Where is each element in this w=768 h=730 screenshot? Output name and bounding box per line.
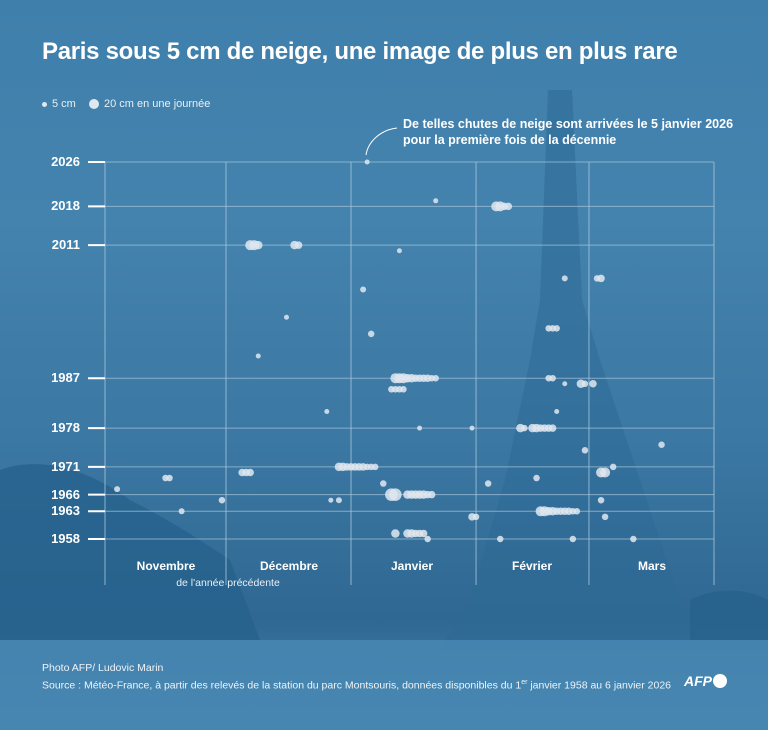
snow-day-point [328,497,334,503]
snow-day-point [609,463,617,471]
snow-day-point [533,474,540,482]
month-label-novembre: Novembre [136,559,196,573]
x-axis-sublabel: de l'année précédente [176,577,280,589]
snow-day-point [166,474,173,482]
month-label-janvier: Janvier [390,559,434,573]
y-tick-label: 1966 [51,486,80,502]
small-dot-icon [42,101,47,107]
y-tick-label: 2026 [51,154,80,169]
snow-day-point [400,386,407,393]
snow-ground [0,640,768,730]
snow-day-point [597,496,605,504]
snow-day-point [324,408,330,414]
annotation-line-1: De telles chutes de neige sont arrivées … [403,117,734,131]
snow-day-point [581,380,589,388]
snow-day-point [424,535,431,543]
afp-logo: AFP [684,673,727,689]
snow-day-point [496,535,504,543]
snow-day-point [600,467,611,478]
legend-small-label: 5 cm [52,98,76,110]
annotation: De telles chutes de neige sont arrivées … [403,116,733,148]
y-tick-label: 1987 [51,370,80,386]
snow-day-point [391,529,400,538]
source-text-end: janvier 1958 au 6 janvier 2026 [527,679,672,692]
legend-large: 20 cm en une journée [89,98,210,110]
snow-day-point [469,425,475,431]
snow-day-point [554,408,560,414]
snow-day-point [597,274,605,283]
snow-day-point [380,480,387,487]
snow-day-point [630,535,637,543]
month-label-mars: Mars [637,559,667,573]
snow-day-point [504,202,513,211]
chart-title: Paris sous 5 cm de neige, une image de p… [42,38,678,65]
trees-right [690,590,768,650]
source-text: Source : Météo-France, à partir des rele… [42,679,522,692]
snow-day-point [335,497,342,504]
annotation-line-2: pour la première fois de la décennie [403,133,617,147]
legend-small: 5 cm [42,98,76,110]
snow-day-point [601,513,609,521]
snow-day-point [419,529,428,538]
snow-day-point [581,447,589,454]
snow-day-point [396,248,402,254]
snow-day-point [294,241,303,249]
snow-day-point [427,490,436,499]
snow-day-point [573,508,581,515]
photo-credit: Photo AFP/ Ludovic Marin [42,662,164,674]
y-tick-label: 1971 [51,458,80,474]
snow-day-point [553,325,560,332]
y-tick-label: 2011 [51,237,80,253]
snow-day-point [562,381,568,387]
snow-day-point [472,513,480,521]
afp-logo-circle [713,674,727,688]
eiffel-tower-silhouette [440,90,710,650]
snow-day-point [521,424,528,432]
y-tick-label: 2018 [51,198,80,214]
snow-day-point [246,468,254,477]
y-tick-label: 1958 [51,531,80,546]
snow-day-point [589,380,597,388]
snow-day-point [360,286,367,293]
snow-day-point [433,198,439,204]
snow-day-point [371,463,379,471]
month-label-fevrier: Février [511,559,553,573]
snow-day-point [114,486,121,493]
snow-day-point [658,441,665,448]
snow-day-point [417,425,423,431]
snow-day-point [561,275,568,282]
snow-day-point [432,374,439,382]
snow-day-point [254,240,263,250]
afp-logo-text: AFP [684,673,712,689]
annotation-arrow [365,127,398,156]
trees-silhouette [0,464,260,640]
snow-day-point [255,353,261,359]
snow-day-point [218,496,226,504]
snow-day-point [548,424,557,432]
snow-day-point [367,330,375,338]
large-dot-icon [89,99,99,109]
snow-day-point [484,480,492,487]
snow-day-point [389,488,402,501]
legend-large-label: 20 cm en une journée [104,98,211,110]
source-sup: er [521,679,528,686]
y-tick-label: 1978 [51,420,80,436]
snow-day-point [549,374,556,382]
snow-day-point [283,314,289,320]
y-tick-label: 1963 [51,503,80,519]
snow-day-point [364,159,370,165]
snow-day-point [569,535,577,543]
source-note: Source : Météo-France, à partir des rele… [42,679,671,692]
month-label-decembre: Décembre [259,559,319,573]
snow-day-point [178,508,185,515]
